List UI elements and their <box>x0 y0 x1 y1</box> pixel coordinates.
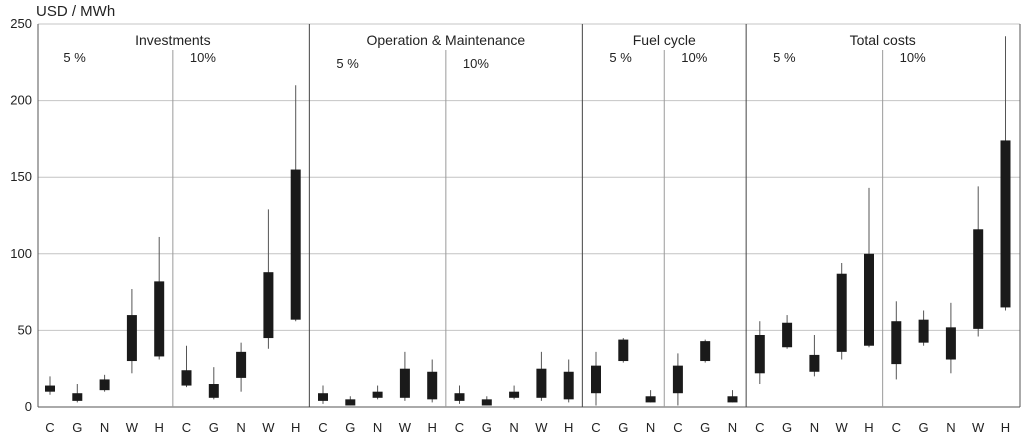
candle-body <box>1000 140 1011 308</box>
category-label: G <box>209 420 219 435</box>
candle-marks <box>45 36 1011 406</box>
category-label: G <box>919 420 929 435</box>
category-label: H <box>564 420 573 435</box>
candle-body <box>864 253 874 346</box>
candle-body <box>372 391 383 398</box>
gridlines <box>38 23 1020 331</box>
candle-body <box>208 384 219 398</box>
category-label: H <box>428 420 437 435</box>
category-label: G <box>72 420 82 435</box>
plot-frame <box>37 24 1021 408</box>
candle-body <box>727 396 738 403</box>
y-tick-label: 50 <box>18 322 32 337</box>
category-label: G <box>345 420 355 435</box>
candle-body <box>836 273 847 352</box>
panel-headers: Investments 5 % 10% Operation & Maintenance… <box>63 32 926 71</box>
category-label: C <box>892 420 901 435</box>
candle-body <box>672 365 683 394</box>
candle-body <box>72 393 83 401</box>
candle-body <box>809 354 820 372</box>
candle-body <box>509 391 520 398</box>
candle-body <box>618 339 629 362</box>
candle-body <box>99 379 110 391</box>
category-label: N <box>509 420 518 435</box>
category-label: C <box>755 420 764 435</box>
category-label: W <box>399 420 412 435</box>
candle-body <box>563 371 574 400</box>
candle-body <box>154 281 165 357</box>
candle-body <box>236 351 247 378</box>
category-label: C <box>318 420 327 435</box>
category-label: W <box>126 420 139 435</box>
category-label: G <box>482 420 492 435</box>
candle-body <box>318 393 328 401</box>
y-tick-label: 150 <box>10 169 32 184</box>
rate-label: 5 % <box>773 50 796 65</box>
candle-body <box>454 393 465 401</box>
candle-body <box>973 229 984 329</box>
candle-body <box>263 272 274 339</box>
category-label: C <box>45 420 54 435</box>
y-axis-label: USD / MWh <box>36 3 115 20</box>
category-label: H <box>864 420 873 435</box>
candle-body <box>290 169 301 320</box>
rate-label: 5 % <box>63 50 86 65</box>
category-label: C <box>182 420 191 435</box>
category-label: W <box>972 420 985 435</box>
candle-body <box>181 370 192 386</box>
candle-body <box>427 371 438 400</box>
category-label: G <box>782 420 792 435</box>
candle-body <box>782 322 793 348</box>
candle-body <box>754 334 765 374</box>
category-label: N <box>810 420 819 435</box>
candle-body <box>945 327 956 360</box>
candle-body <box>399 368 410 398</box>
category-label: C <box>591 420 600 435</box>
candle-body <box>891 321 902 365</box>
y-tick-label: 200 <box>10 93 32 108</box>
candle-body <box>536 368 547 398</box>
y-tick-label: 0 <box>25 399 32 414</box>
category-label: H <box>1001 420 1010 435</box>
category-label: N <box>236 420 245 435</box>
candle-body <box>700 341 711 362</box>
category-label: G <box>700 420 710 435</box>
category-label: W <box>836 420 849 435</box>
category-label: W <box>535 420 548 435</box>
category-label: W <box>262 420 275 435</box>
category-label: C <box>673 420 682 435</box>
category-label: H <box>291 420 300 435</box>
rate-label: 5 % <box>336 56 359 71</box>
panel-title: Total costs <box>850 32 916 48</box>
candle-body <box>591 365 601 394</box>
category-label: N <box>373 420 382 435</box>
rate-label: 10% <box>681 50 707 65</box>
candle-body <box>918 319 929 343</box>
candle-body <box>481 399 492 406</box>
candle-body <box>45 385 55 392</box>
panel-title: Operation & Maintenance <box>366 32 525 48</box>
y-tick-label: 250 <box>10 16 32 31</box>
category-label: N <box>646 420 655 435</box>
rate-label: 5 % <box>609 50 632 65</box>
category-label: N <box>100 420 109 435</box>
category-label: N <box>946 420 955 435</box>
candle-body <box>345 399 356 406</box>
category-label: G <box>618 420 628 435</box>
panel-title: Investments <box>135 32 210 48</box>
category-label: H <box>155 420 164 435</box>
category-label: C <box>455 420 464 435</box>
panel-title: Fuel cycle <box>633 32 696 48</box>
category-label: N <box>728 420 737 435</box>
y-axis-ticks: 0 50 100 150 200 250 <box>10 16 32 414</box>
candle-body <box>126 315 137 362</box>
rate-label: 10% <box>463 56 489 71</box>
rate-label: 10% <box>190 50 216 65</box>
y-tick-label: 100 <box>10 246 32 261</box>
rate-label: 10% <box>900 50 926 65</box>
candle-body <box>645 396 656 403</box>
